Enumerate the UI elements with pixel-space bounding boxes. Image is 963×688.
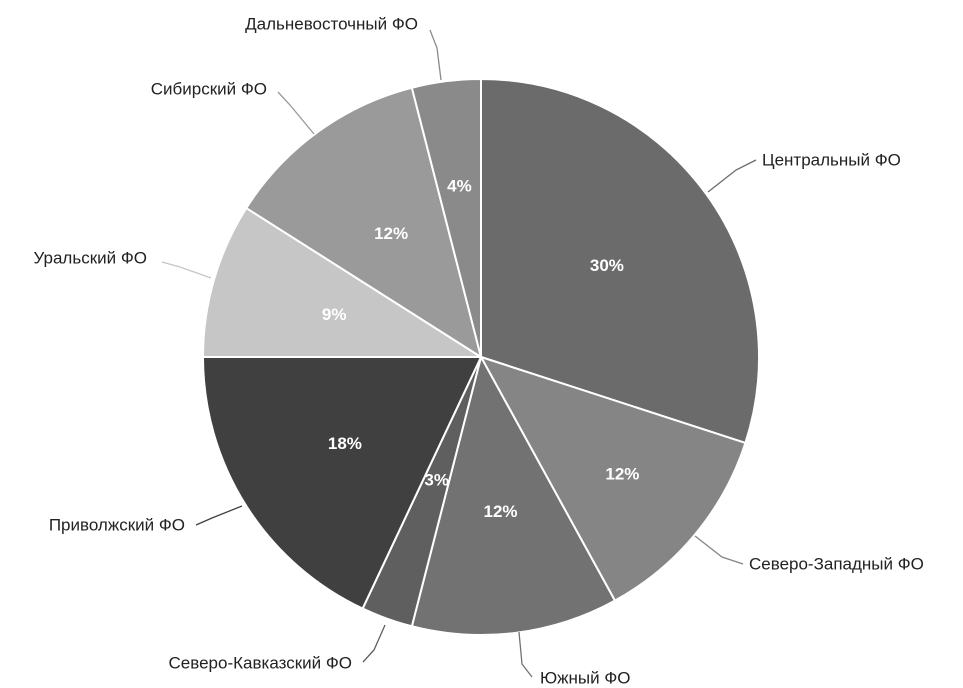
leader-line — [707, 159, 757, 193]
slice-category-label: Центральный ФО — [762, 151, 901, 170]
category-labels: Центральный ФО Северо-Западный ФО Южный ФО… — [33, 15, 923, 688]
leader-line — [694, 535, 744, 565]
pie-slice — [245, 86, 482, 358]
slice-category-label: Сибирский ФО — [151, 80, 267, 99]
pie-slice — [202, 207, 482, 358]
slice-percent-label: 30% — [590, 256, 624, 275]
slice-category-label: Южный ФО — [540, 669, 631, 688]
slice-percent-label: 12% — [605, 465, 639, 484]
pie-slice — [410, 78, 482, 358]
leader-line — [195, 505, 243, 526]
leader-line — [161, 261, 212, 279]
pie-slice — [480, 78, 760, 444]
leader-line — [277, 91, 315, 135]
leader-line — [518, 631, 533, 678]
slice-category-label: Приволжский ФО — [49, 516, 185, 535]
pie-slices — [202, 78, 760, 636]
pie-slice — [480, 356, 747, 602]
slice-percent-label: 18% — [328, 434, 362, 453]
pie-slice — [410, 356, 616, 636]
leader-line — [362, 624, 386, 663]
slice-percent-label: 3% — [424, 470, 449, 489]
leader-line — [429, 29, 442, 81]
slice-percent-label: 12% — [374, 224, 408, 243]
leader-lines — [161, 29, 757, 678]
slice-category-label: Северо-Кавказский ФО — [169, 654, 352, 673]
slice-category-label: Дальневосточный ФО — [245, 15, 418, 34]
slice-percent-label: 9% — [322, 305, 347, 324]
pie-slice — [202, 356, 482, 610]
slice-category-label: Уральский ФО — [33, 249, 147, 268]
slice-category-label: Северо-Западный ФО — [749, 555, 924, 574]
slice-percent-label: 12% — [483, 502, 517, 521]
percent-labels: 30% 12% 12% 3% 18% 9% 12% 4% — [322, 177, 640, 522]
slice-percent-label: 4% — [447, 177, 472, 196]
